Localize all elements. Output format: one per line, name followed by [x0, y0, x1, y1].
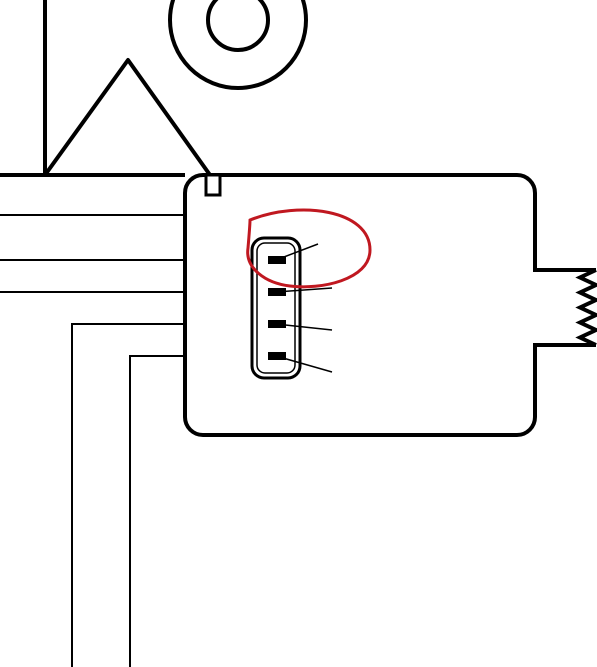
- alternator-wiring-diagram: [0, 0, 597, 667]
- connector: [252, 238, 300, 378]
